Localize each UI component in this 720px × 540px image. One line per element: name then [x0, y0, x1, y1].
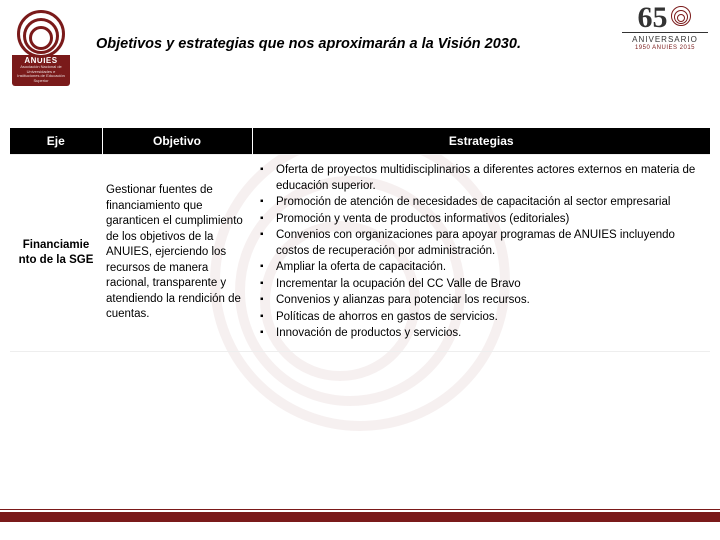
col-header-eje: Eje [10, 128, 102, 155]
list-item: Convenios y alianzas para potenciar los … [266, 293, 704, 309]
col-header-objetivo: Objetivo [102, 128, 252, 155]
list-item: Incrementar la ocupación del CC Valle de… [266, 277, 704, 293]
footer-divider-line [0, 509, 720, 510]
strategies-list: Oferta de proyectos multidisciplinarios … [252, 163, 704, 342]
anniversary-years: 1950 ANUIES 2015 [622, 45, 708, 51]
list-item: Oferta de proyectos multidisciplinarios … [266, 163, 704, 194]
list-item: Ampliar la oferta de capacitación. [266, 260, 704, 276]
page-title: Objetivos y estrategias que nos aproxima… [96, 36, 521, 52]
anniversary-number: 65 [638, 6, 668, 30]
list-item: Innovación de productos y servicios. [266, 326, 704, 342]
anniversary-mini-circles-icon [671, 6, 691, 26]
list-item: Promoción y venta de productos informati… [266, 212, 704, 228]
footer-band [0, 512, 720, 522]
table-header-row: Eje Objetivo Estrategias [10, 128, 710, 155]
slide: ANUIES Asociación Nacional de Universida… [0, 0, 720, 540]
anuies-logo-badge: ANUIES Asociación Nacional de Universida… [12, 55, 70, 86]
cell-objetivo: Gestionar fuentes de financiamiento que … [102, 155, 252, 352]
list-item: Políticas de ahorros en gastos de servic… [266, 310, 704, 326]
table-body: Financiamiento de la SGEGestionar fuente… [10, 155, 710, 352]
list-item: Promoción de atención de necesidades de … [266, 195, 704, 211]
objectives-table: Eje Objetivo Estrategias Financiamiento … [10, 128, 710, 352]
anniversary-logo: 65 ANIVERSARIO 1950 ANUIES 2015 [622, 6, 708, 51]
cell-estrategias: Oferta de proyectos multidisciplinarios … [252, 155, 710, 352]
table-row: Financiamiento de la SGEGestionar fuente… [10, 155, 710, 352]
objectives-table-wrap: Eje Objetivo Estrategias Financiamiento … [10, 128, 710, 352]
list-item: Convenios con organizaciones para apoyar… [266, 228, 704, 259]
col-header-estrategias: Estrategias [252, 128, 710, 155]
anuies-logo-circles-icon [15, 8, 67, 57]
anuies-logo-tagline: Asociación Nacional de Universidades e I… [16, 65, 66, 83]
cell-eje: Financiamiento de la SGE [10, 155, 102, 352]
anuies-logo: ANUIES Asociación Nacional de Universida… [10, 8, 72, 86]
